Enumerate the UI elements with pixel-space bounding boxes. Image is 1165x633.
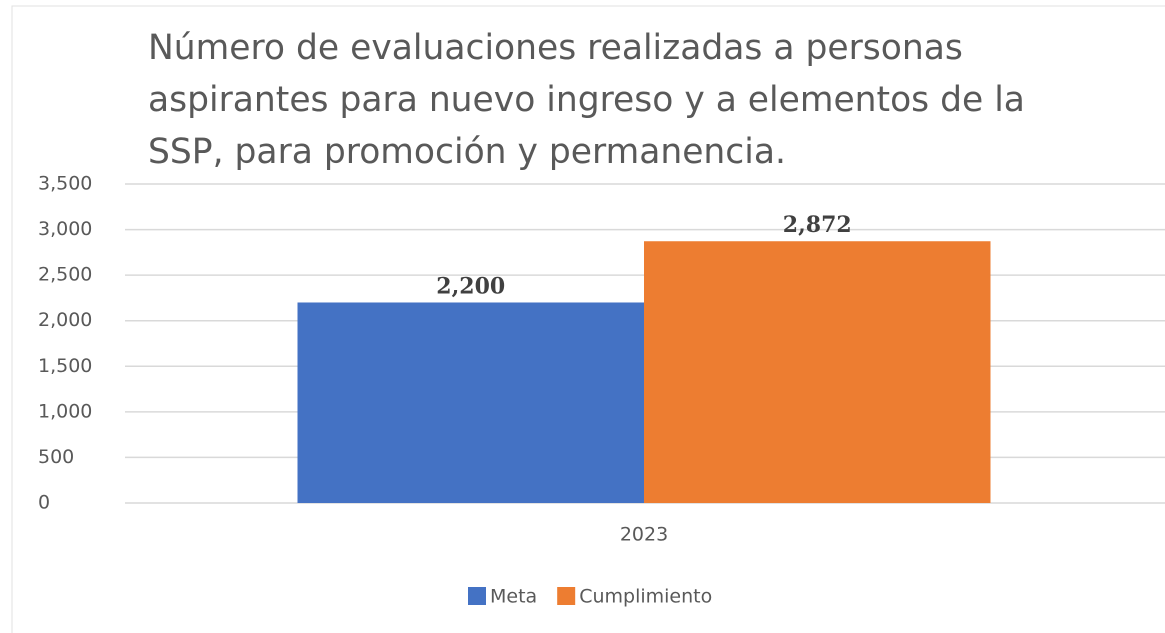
y-tick-label: 1,500 — [38, 355, 92, 377]
y-tick-label: 0 — [38, 492, 50, 514]
legend-label: Cumplimiento — [579, 586, 712, 608]
y-tick-label: 1,000 — [38, 400, 92, 422]
y-tick-label: 3,000 — [38, 218, 92, 240]
y-tick-label: 3,500 — [38, 173, 92, 195]
value-label: 2,200 — [436, 273, 505, 299]
legend-swatch — [557, 587, 576, 605]
y-tick-label: 2,500 — [38, 264, 92, 286]
legend-label: Meta — [490, 586, 537, 608]
chart-title: Número de evaluaciones realizadas a pers… — [148, 28, 1025, 172]
bar — [297, 302, 644, 503]
legend-swatch — [468, 587, 486, 605]
y-tick-label: 2,000 — [38, 309, 92, 331]
value-label: 2,872 — [783, 212, 852, 238]
chart-border — [11, 5, 1165, 633]
bar — [644, 241, 991, 503]
x-tick-label: 2023 — [620, 524, 668, 546]
y-tick-label: 500 — [38, 446, 74, 468]
